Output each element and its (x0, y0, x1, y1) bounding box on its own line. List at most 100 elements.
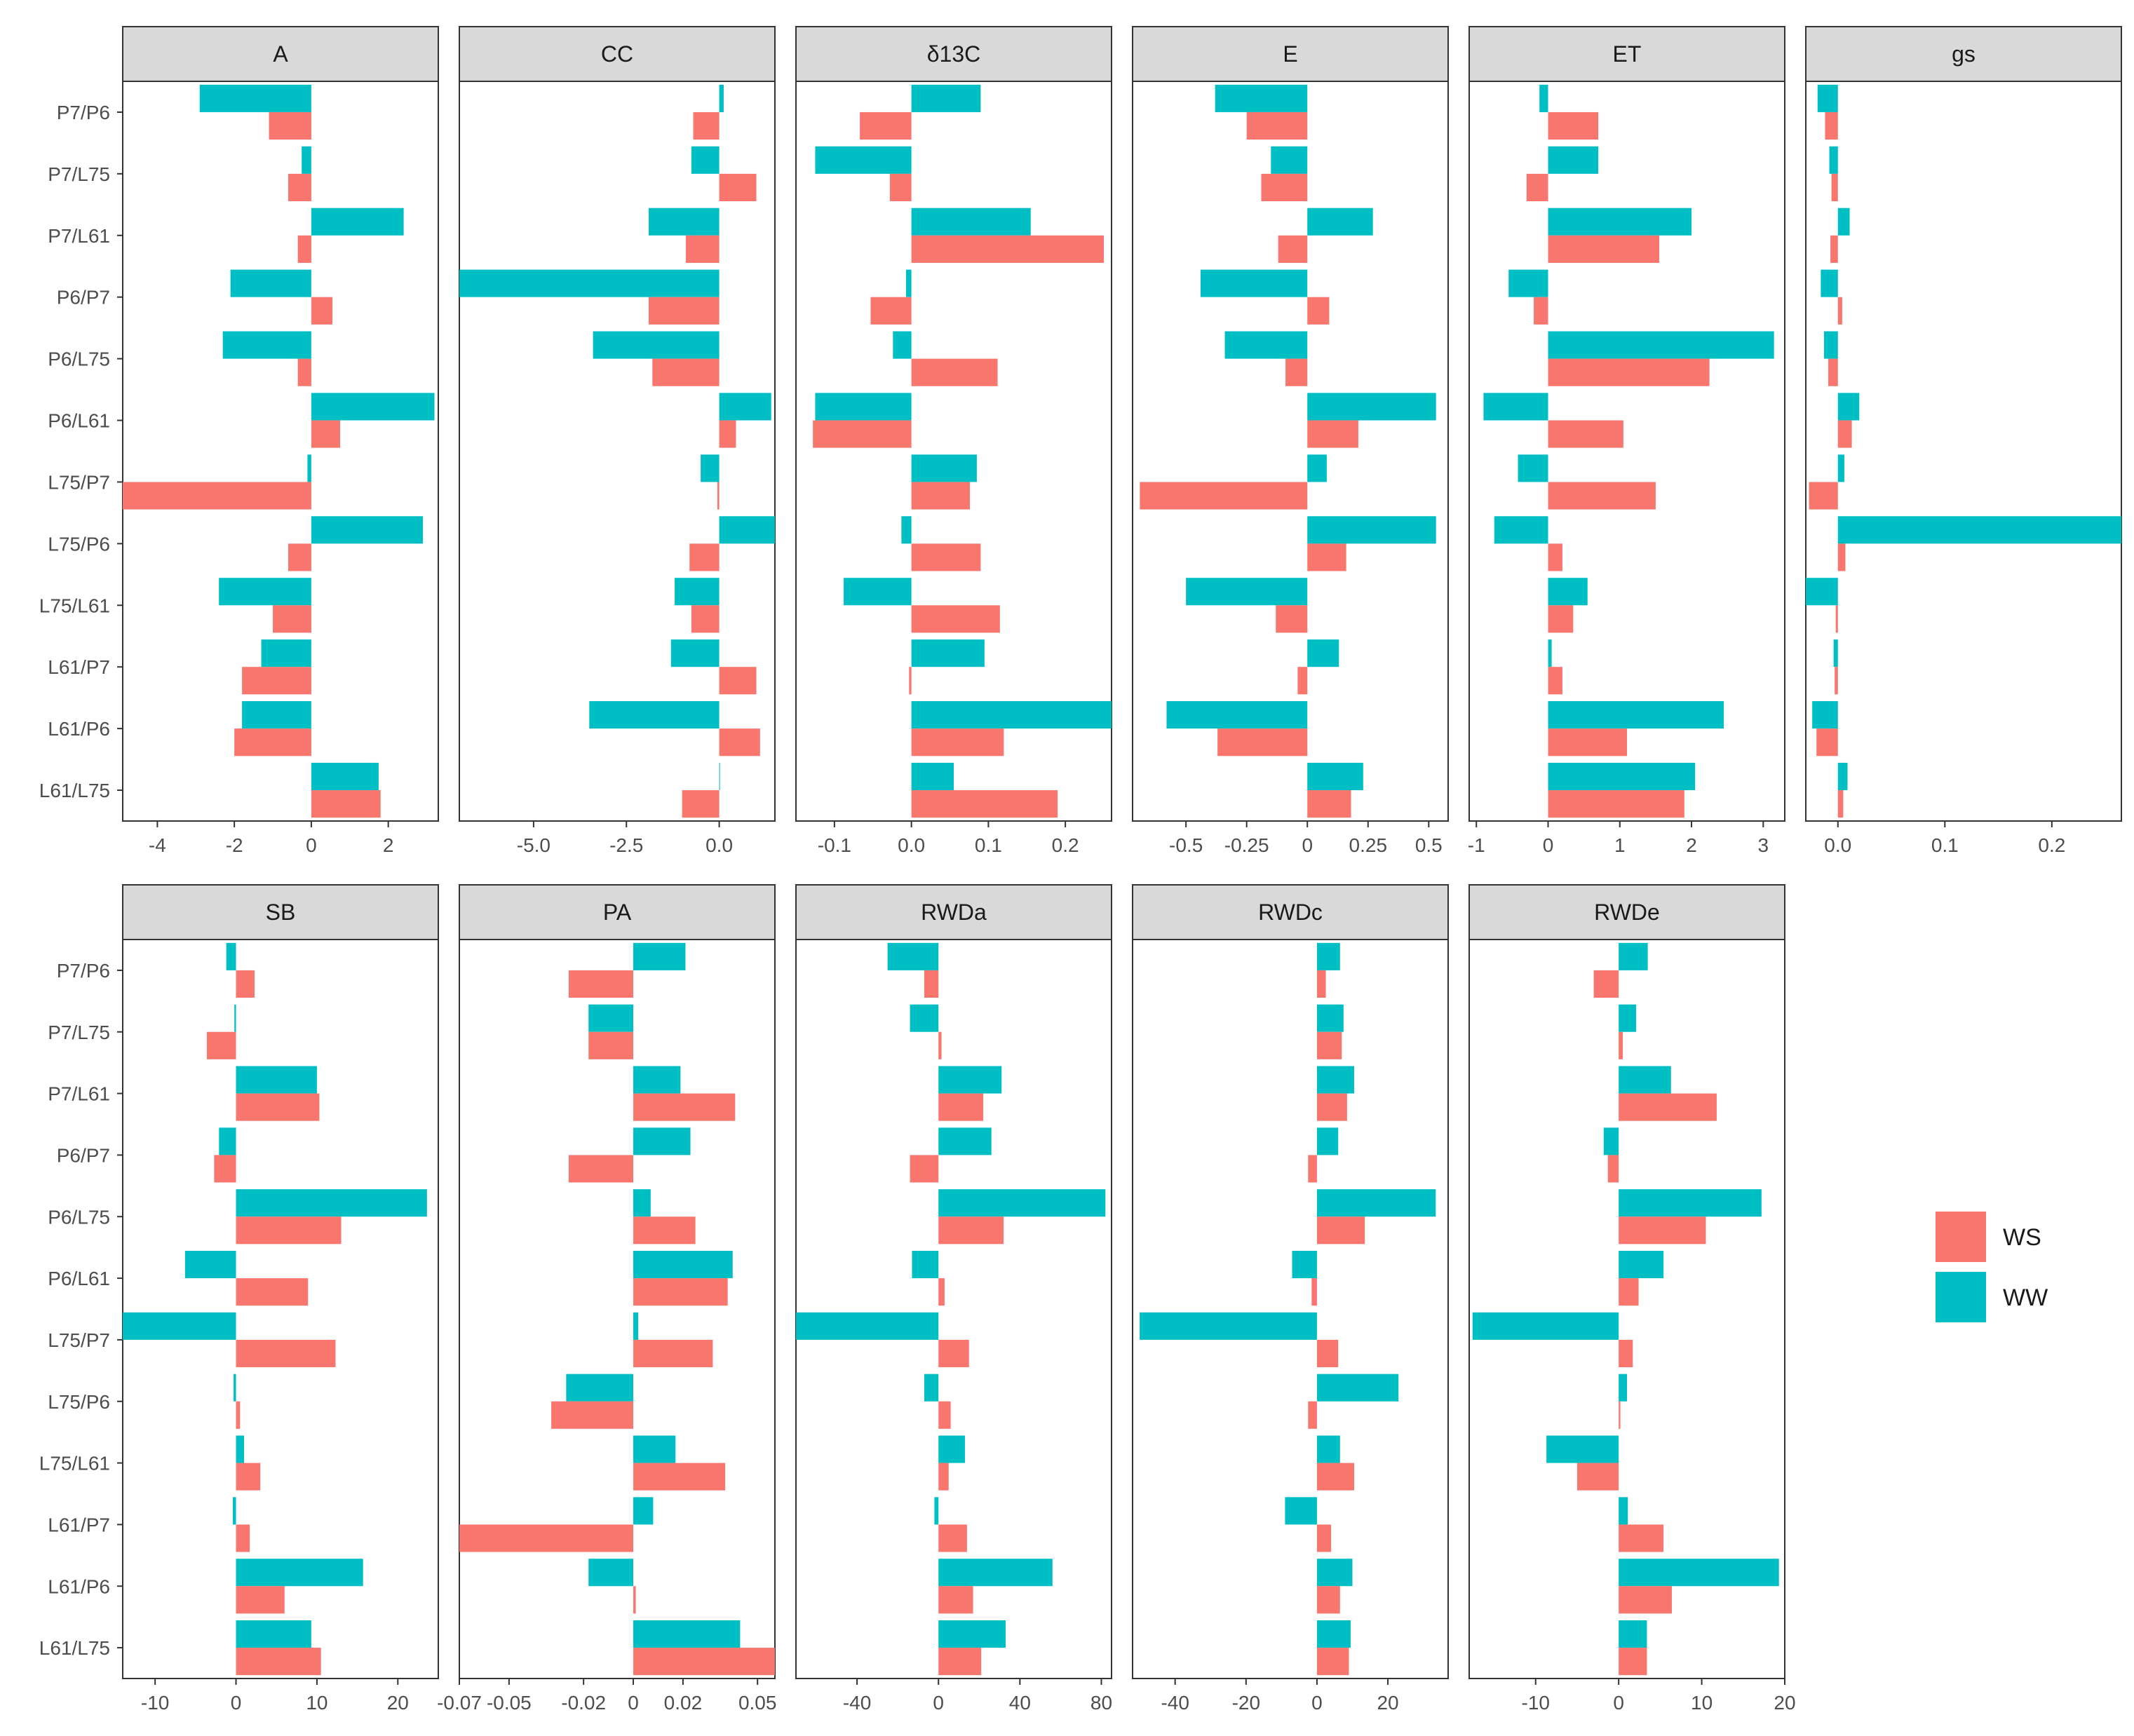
bar-sb-l75-p7-ws (236, 1339, 336, 1368)
facet-panel-cc: CC -5.0 -2.5 0.0 (459, 26, 776, 856)
bar-pa-l61-l75-ws (633, 1648, 775, 1676)
bar-rwda-p7-l61-ww (938, 1066, 1002, 1094)
y-tick-label-p6-l61: P6/L61 (48, 1268, 110, 1289)
bar-rwdc-l75-l61-ww (1316, 1435, 1340, 1463)
x-tick-label-e-3: 0.25 (1349, 834, 1388, 856)
bar-rwda-l61-p7-ws (938, 1524, 967, 1552)
bar-e-p6-l61-ws (1307, 420, 1358, 448)
bar-a-p6-l75-ws (297, 358, 311, 386)
bar-sb-l61-l75-ws (236, 1648, 321, 1676)
x-tick-label-a-3: 2 (383, 834, 394, 856)
bar-rwdc-l75-p6-ww (1316, 1374, 1399, 1402)
bar-cc-p6-l61-ww (719, 393, 771, 421)
bar-et-p7-l61-ww (1548, 208, 1692, 236)
bar-rwda-l75-p6-ww (924, 1374, 939, 1402)
facet-title-cc: CC (601, 41, 633, 67)
facet-title-rwdc: RWDc (1258, 900, 1323, 925)
bar-a-l61-p6-ws (234, 728, 311, 757)
y-tick-label-p7-l75: P7/L75 (48, 1022, 110, 1043)
bar-gs-p6-l61-ww (1837, 393, 1860, 421)
facet-panel-e: E -0.5 -0.25 0 0.25 0.5 (1132, 26, 1449, 856)
bar-cc-p6-p7-ws (649, 297, 720, 325)
bar-a-p7-p6-ws (269, 111, 311, 140)
x-tick-label-pa-4: 0.02 (664, 1692, 703, 1714)
bar-sb-p6-l61-ws (236, 1278, 309, 1306)
facet-title-pa: PA (603, 900, 632, 925)
plot-area-13c (795, 81, 1112, 822)
y-tick-label-p6-l75: P6/L75 (48, 1206, 110, 1228)
legend-swatch-ww (1936, 1272, 1986, 1322)
x-tick-label-sb-3: 20 (387, 1692, 409, 1714)
y-tick-label-p7-l61: P7/L61 (48, 225, 110, 247)
bar-gs-p6-p7-ww (1821, 269, 1838, 297)
bar-cc-l61-p7-ww (670, 639, 720, 667)
bar-13c-p6-p7-ww (905, 269, 912, 297)
x-tick-label-pa-2: -0.02 (561, 1692, 606, 1714)
bar-e-l75-l61-ws (1276, 605, 1308, 633)
bar-rwde-p7-l75-ws (1619, 1031, 1623, 1059)
bar-sb-p7-l75-ww (234, 1004, 236, 1032)
bar-et-p6-l61-ww (1483, 393, 1548, 421)
bar-e-p7-l75-ws (1261, 173, 1308, 201)
facet-strip-et (1468, 26, 1785, 82)
bar-cc-l75-p6-ww (719, 516, 775, 544)
facet-panel-et: ET -1 0 1 2 3 (1468, 26, 1785, 856)
x-tick-label-a-2: 0 (306, 834, 317, 856)
bar-gs-p7-l75-ws (1831, 173, 1838, 201)
bar-a-p6-p7-ws (311, 297, 333, 325)
bar-pa-l61-p7-ws (459, 1524, 634, 1552)
bar-rwda-l61-l75-ws (938, 1648, 982, 1676)
facet-strip-13c (795, 26, 1112, 82)
facet-panel-sb: SB P7/P6 P7/L75 P7/L61 P6/P7 P6/L75 P6/L61 L75/… (39, 884, 439, 1714)
x-tick-label-e-4: 0.5 (1415, 834, 1443, 856)
bar-pa-l61-p6-ws (633, 1586, 636, 1614)
bar-rwda-p6-p7-ww (938, 1127, 992, 1155)
facet-panel-rwde: RWDe -10 0 10 20 (1468, 884, 1796, 1714)
facet-strip-rwda (795, 884, 1112, 940)
bar-rwde-p7-p6-ws (1593, 970, 1619, 998)
bar-rwde-l75-l61-ww (1546, 1435, 1619, 1463)
bar-a-l75-p7-ww (307, 454, 311, 482)
bar-13c-p7-p6-ws (860, 111, 912, 140)
bar-e-p7-l75-ww (1271, 146, 1308, 174)
bar-a-l75-p6-ww (311, 516, 424, 544)
bar-et-p6-p7-ws (1534, 297, 1548, 325)
bar-rwde-p6-l61-ws (1619, 1278, 1639, 1306)
bar-13c-l61-p6-ww (911, 701, 1112, 729)
x-tick-label-et-1: 0 (1543, 834, 1554, 856)
bar-et-p6-l75-ww (1548, 331, 1774, 359)
x-tick-label-e-1: -0.25 (1224, 834, 1269, 856)
x-tick-label-a-0: -4 (149, 834, 166, 856)
bar-et-l61-p6-ww (1548, 701, 1724, 729)
bar-13c-p7-l61-ws (911, 235, 1105, 263)
bar-gs-l75-p6-ww (1837, 516, 2121, 544)
bar-13c-l61-p6-ws (911, 728, 1004, 757)
bar-gs-l75-p7-ws (1809, 482, 1838, 510)
bar-a-l75-p6-ws (288, 543, 311, 571)
legend-label-ws: WS (2003, 1224, 2041, 1251)
bar-pa-p7-p6-ws (568, 970, 634, 998)
bar-et-p7-p6-ws (1548, 111, 1599, 140)
bar-e-l61-l75-ws (1307, 790, 1351, 818)
y-tick-label-p6-l75: P6/L75 (48, 348, 110, 370)
bar-pa-p6-l61-ww (633, 1250, 733, 1279)
facet-strip-rwdc (1132, 884, 1449, 940)
bar-rwda-l75-p6-ws (938, 1401, 951, 1429)
bar-e-p6-l61-ww (1307, 393, 1436, 421)
bar-cc-p7-l75-ws (719, 173, 757, 201)
bar-rwda-p6-l61-ww (912, 1250, 939, 1279)
bar-sb-p6-p7-ww (219, 1127, 236, 1155)
bar-e-p7-l61-ws (1278, 235, 1308, 263)
x-tick-label-et-4: 3 (1758, 834, 1769, 856)
bar-sb-p6-l75-ws (236, 1216, 342, 1245)
x-tick-label-e-2: 0 (1302, 834, 1313, 856)
legend: WS WW (1936, 1212, 2090, 1332)
bar-rwde-l75-p6-ws (1619, 1401, 1621, 1429)
facet-strip-sb (122, 884, 439, 940)
bar-sb-p6-l75-ww (236, 1189, 427, 1217)
bar-pa-l61-p6-ww (588, 1559, 634, 1587)
facet-panel-gs: gs 0.0 0.1 0.2 (1805, 26, 2122, 856)
bar-pa-p7-l61-ww (633, 1066, 681, 1094)
bar-et-l75-l61-ww (1548, 578, 1588, 606)
bar-rwde-l61-p6-ww (1619, 1559, 1779, 1587)
